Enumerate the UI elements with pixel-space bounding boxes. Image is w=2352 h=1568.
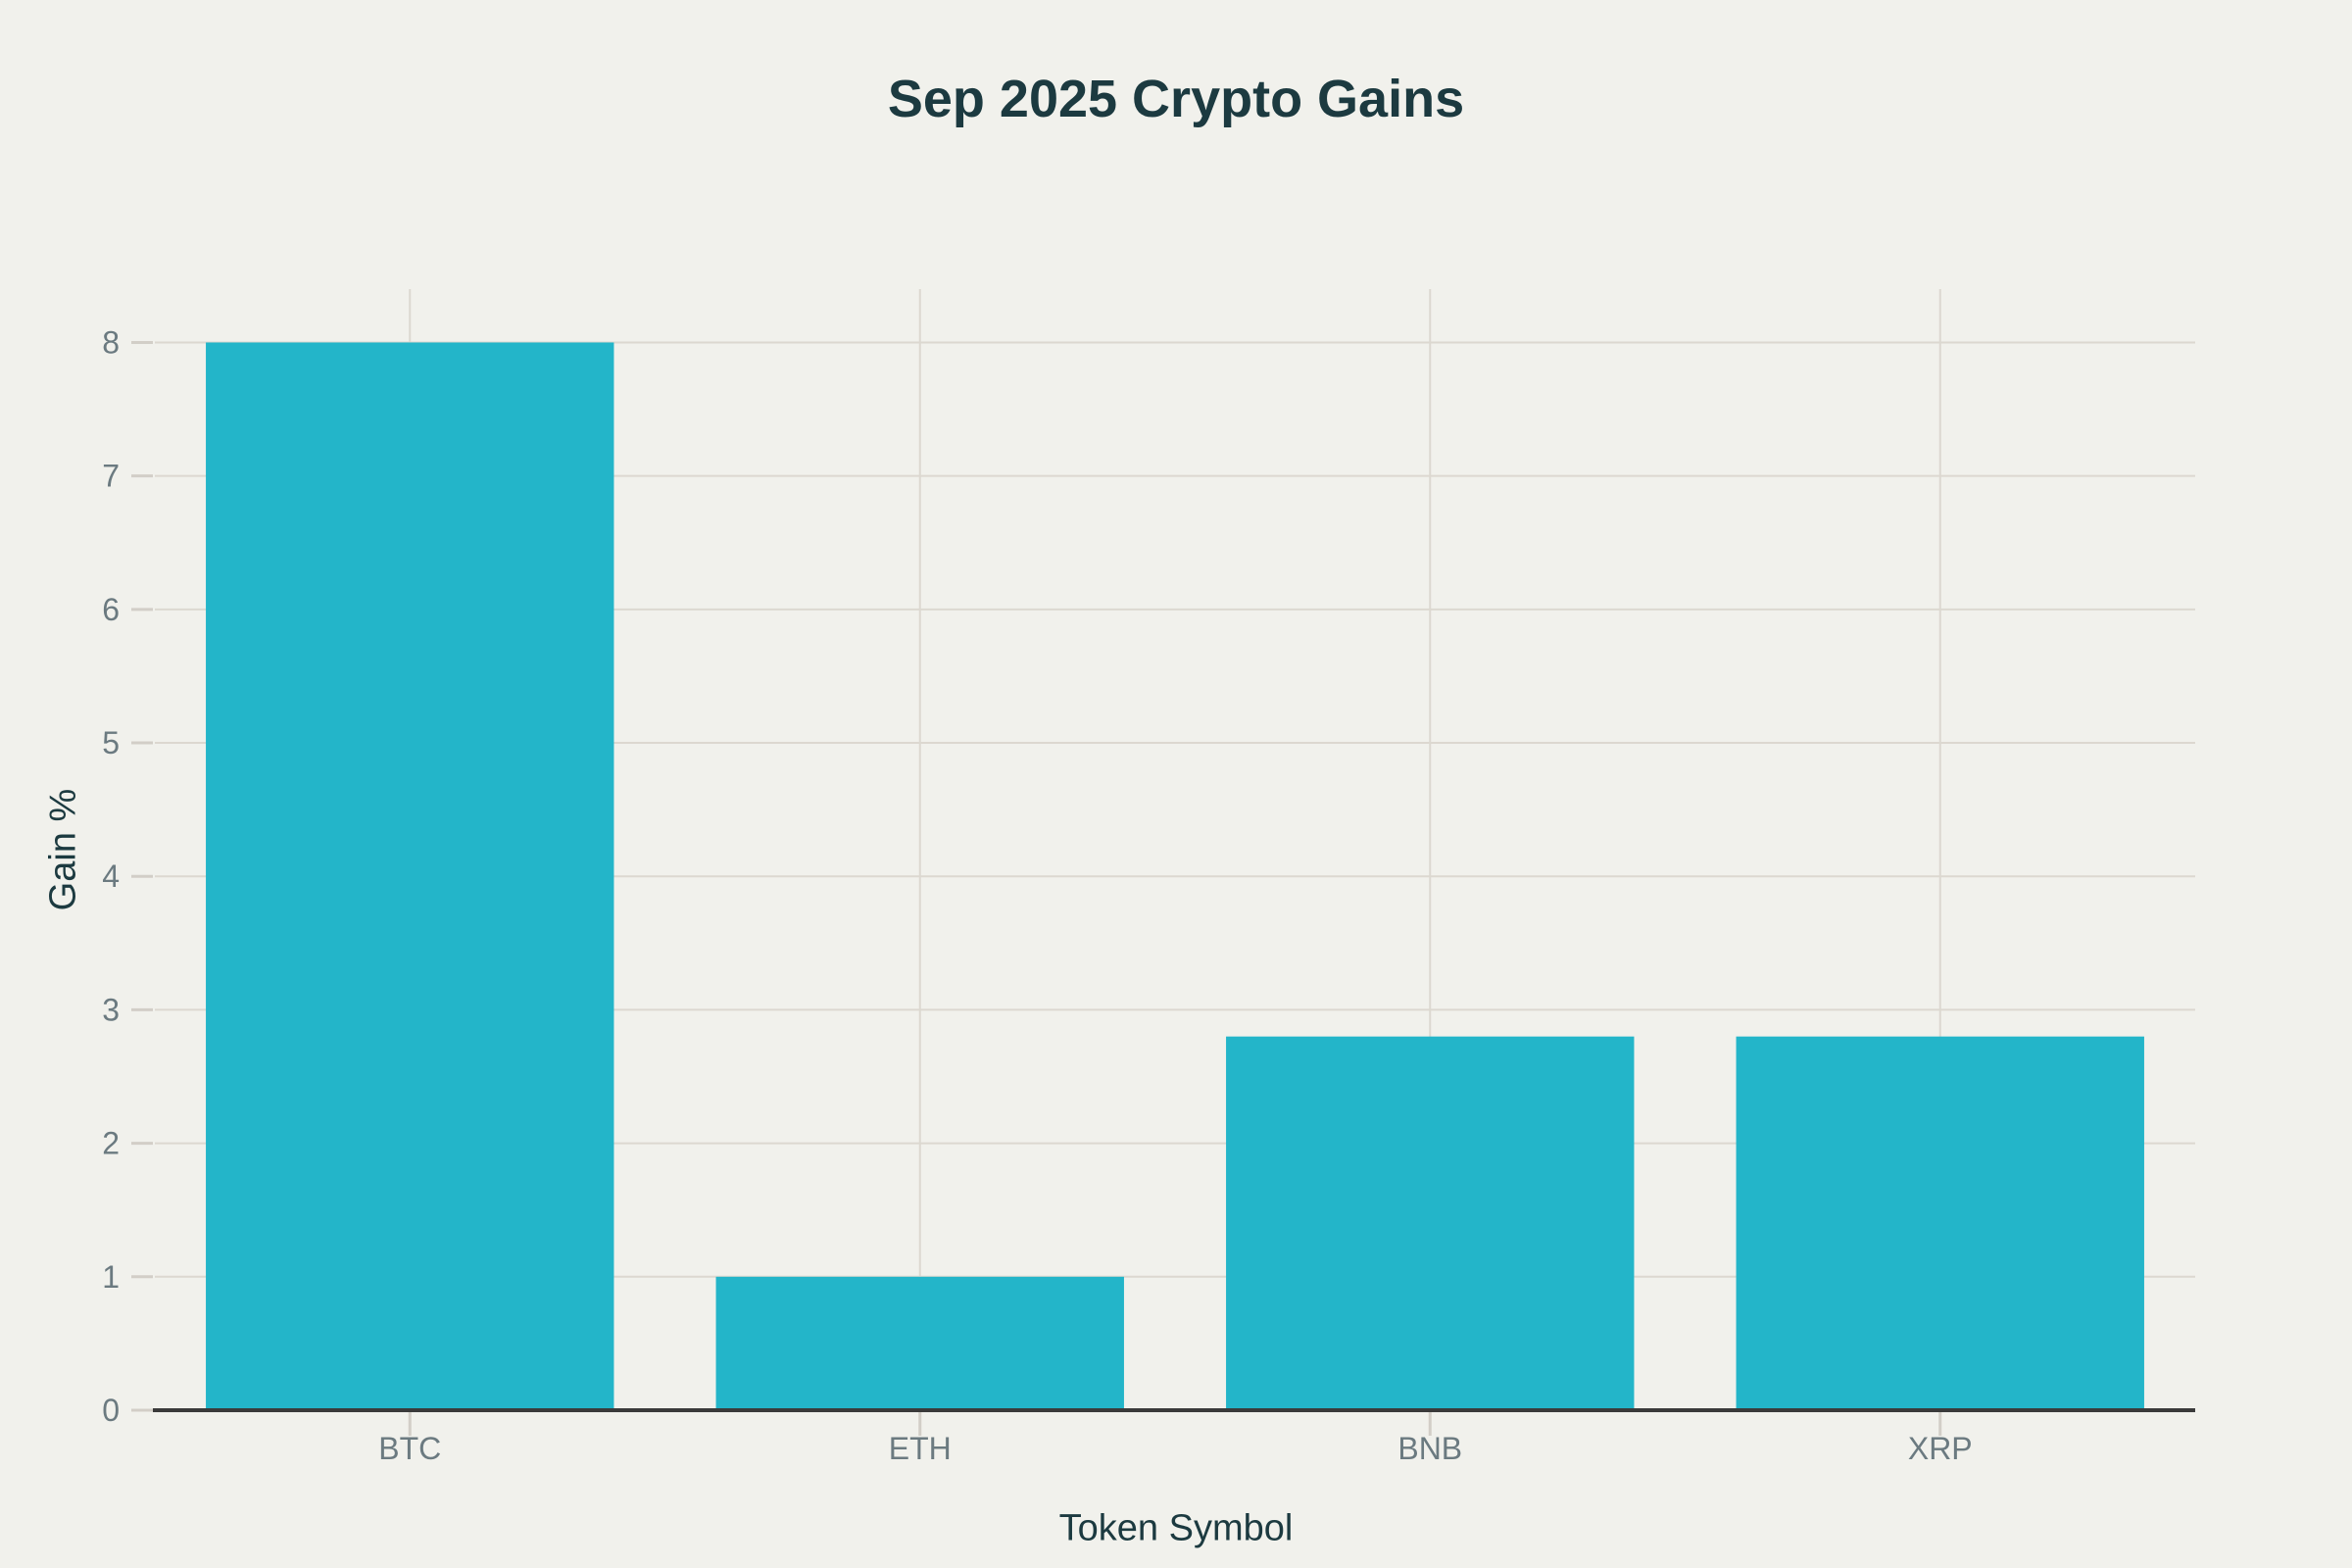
y-tick-label: 1	[102, 1259, 120, 1295]
x-tick-label: XRP	[1908, 1431, 1973, 1466]
y-tick-label: 7	[102, 459, 120, 494]
bar-btc	[206, 342, 614, 1410]
x-tick-label: BTC	[378, 1431, 441, 1466]
bar-bnb	[1226, 1036, 1635, 1410]
y-tick-label: 8	[102, 324, 120, 360]
y-axis-title: Gain %	[42, 788, 84, 911]
y-tick-label: 2	[102, 1126, 120, 1161]
bar-xrp	[1736, 1036, 2144, 1410]
bar-eth	[715, 1276, 1124, 1410]
y-tick-label: 5	[102, 725, 120, 760]
y-tick-label: 3	[102, 992, 120, 1027]
x-tick-label: ETH	[889, 1431, 952, 1466]
y-tick-label: 4	[102, 858, 120, 894]
x-axis-title: Token Symbol	[1058, 1507, 1294, 1549]
chart-title: Sep 2025 Crypto Gains	[887, 70, 1465, 128]
y-tick-label: 6	[102, 592, 120, 627]
x-tick-label: BNB	[1397, 1431, 1462, 1466]
y-tick-label: 0	[102, 1393, 120, 1428]
